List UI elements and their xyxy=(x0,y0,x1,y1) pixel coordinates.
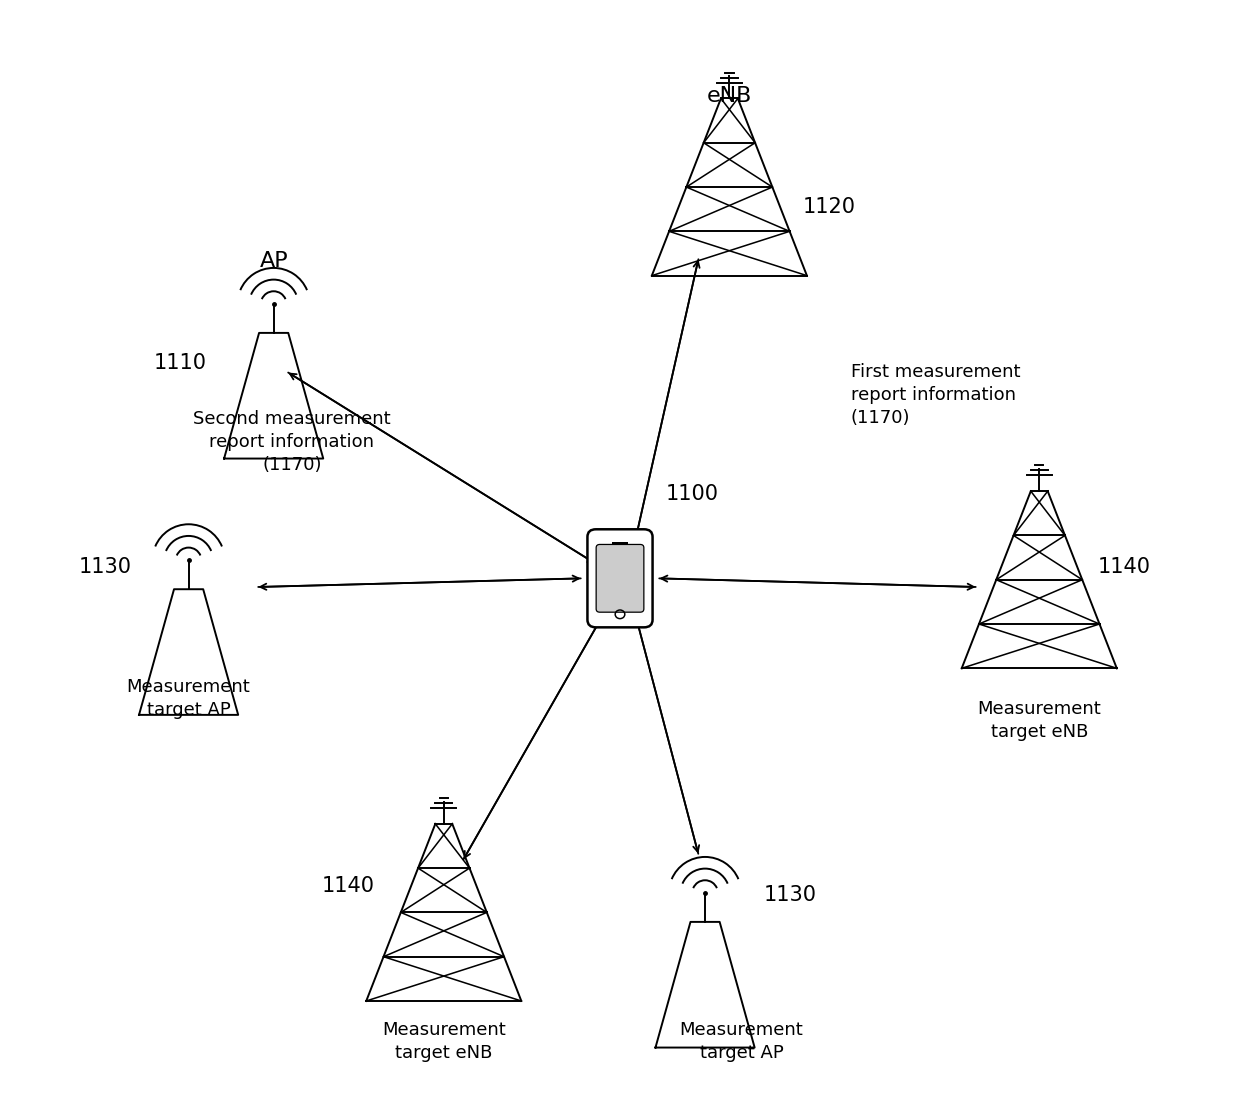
Text: eNB: eNB xyxy=(707,86,751,106)
FancyBboxPatch shape xyxy=(596,544,644,612)
Text: 1130: 1130 xyxy=(764,885,816,905)
FancyBboxPatch shape xyxy=(588,530,652,628)
Text: AP: AP xyxy=(259,250,288,270)
Text: 1140: 1140 xyxy=(1097,558,1151,578)
Text: 1100: 1100 xyxy=(666,484,719,504)
Text: Measurement
target eNB: Measurement target eNB xyxy=(977,700,1101,740)
Text: Second measurement
report information
(1170): Second measurement report information (1… xyxy=(193,410,391,474)
Text: 1130: 1130 xyxy=(78,558,131,578)
Text: Measurement
target eNB: Measurement target eNB xyxy=(382,1022,506,1062)
Text: Measurement
target AP: Measurement target AP xyxy=(126,678,250,719)
Text: Measurement
target AP: Measurement target AP xyxy=(680,1022,804,1062)
Text: First measurement
report information
(1170): First measurement report information (11… xyxy=(851,363,1021,427)
Text: 1110: 1110 xyxy=(154,354,207,374)
Text: 1140: 1140 xyxy=(321,876,374,896)
Text: 1120: 1120 xyxy=(802,197,856,217)
